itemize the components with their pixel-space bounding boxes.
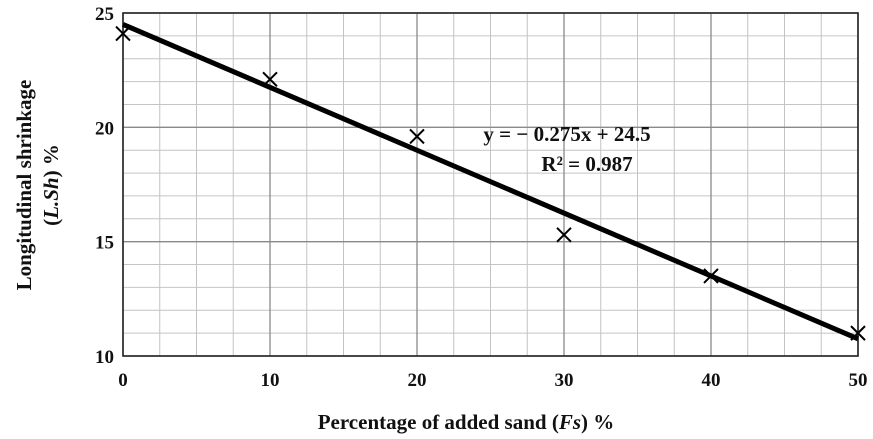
y-axis-title-line2: (L.Sh) %	[39, 144, 63, 226]
plot-frame	[122, 12, 859, 357]
y-axis-title-line1: Longitudinal shrinkage	[12, 80, 36, 291]
y-tick-label: 25	[95, 4, 114, 25]
x-tick-label: 10	[261, 370, 280, 391]
data-point	[115, 25, 131, 42]
x-axis-title: Percentage of added sand (Fs) %	[318, 410, 615, 434]
data-point	[850, 325, 866, 341]
data-point	[556, 227, 572, 243]
trendline	[122, 22, 859, 342]
y-tick-label: 10	[95, 347, 114, 368]
data-point	[703, 268, 719, 284]
data-point	[409, 128, 425, 145]
y-tick-label: 15	[95, 233, 114, 254]
minor-gridlines	[123, 13, 858, 356]
x-axis-ticks: 0 10 20 30 40 50	[118, 370, 867, 391]
data-point	[262, 71, 278, 88]
x-tick-label: 20	[408, 370, 427, 391]
y-tick-label: 20	[95, 118, 114, 139]
x-tick-label: 0	[118, 370, 128, 391]
data-markers	[115, 25, 866, 341]
y-axis-ticks: 10 15 20 25	[95, 4, 114, 368]
x-tick-label: 50	[849, 370, 868, 391]
x-tick-label: 40	[702, 370, 721, 391]
trendline-equation: y = − 0.275x + 24.5	[483, 122, 650, 146]
x-tick-label: 30	[555, 370, 574, 391]
r-squared-label: R² = 0.987	[541, 152, 632, 176]
